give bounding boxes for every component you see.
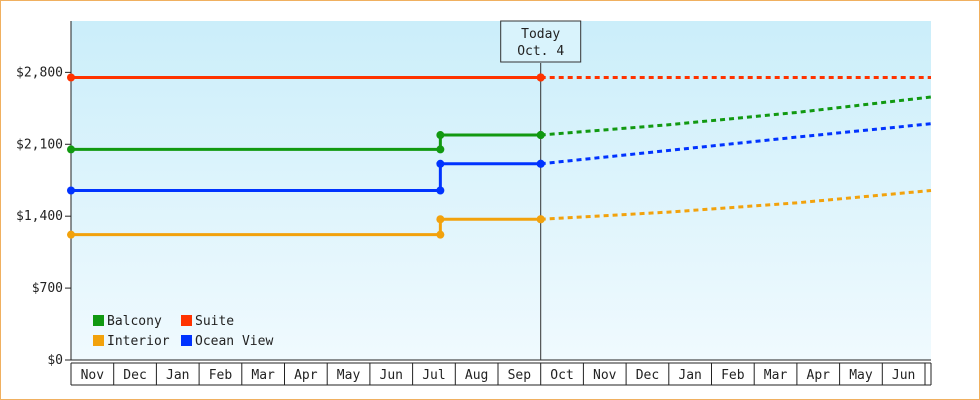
data-point [436,215,445,224]
forecast-line [540,95,932,137]
y-axis: $0 $700 $1,400 $2,100 $2,800 [16,21,72,368]
legend-swatch [181,315,192,326]
y-tick-label: $1,400 [16,209,63,224]
x-tick-label: Feb [721,368,745,383]
x-tick-label: May [337,368,361,383]
x-tick-label: Jan [678,368,701,383]
x-tick-label: Nov [81,368,105,383]
x-tick-label: Feb [209,368,233,383]
x-tick-label: Oct [550,368,573,383]
today-date: Oct. 4 [517,44,564,59]
x-tick-label: Apr [294,368,318,383]
x-tick-label: Aug [465,368,488,383]
x-tick-label: Apr [807,368,831,383]
data-point [67,230,75,239]
x-tick-label: May [849,368,873,383]
legend-label: Interior [107,334,170,349]
forecast-line [540,189,932,221]
x-tick-label: Dec [636,368,659,383]
today-box [500,20,582,63]
data-point [436,230,445,239]
data-point [436,145,445,154]
today-point [536,159,545,168]
today-point [536,131,545,140]
x-tick-label: Jul [422,368,445,383]
y-tick-label: $0 [47,353,63,368]
legend-label: Balcony [107,314,162,329]
today-label: Today [521,27,560,42]
legend-item: Ocean View [181,334,273,349]
x-tick-label: Dec [123,368,146,383]
y-tick-label: $2,100 [16,137,63,152]
forecast-line [540,122,932,166]
series-layer [67,73,932,239]
data-point [436,159,445,168]
legend-swatch [93,315,104,326]
data-point [436,131,445,140]
legend: Balcony Suite Interior Ocean View [93,314,273,349]
data-point [67,145,75,154]
x-tick-label: Jun [892,368,915,383]
x-tick-label: Nov [593,368,617,383]
today-point [536,215,545,224]
x-tick-label: Sep [508,368,532,383]
legend-item: Interior [93,334,170,349]
legend-swatch [181,335,192,346]
today-marker: Today Oct. 4 [500,20,582,360]
history-line [71,133,541,151]
x-tick-label: Jan [166,368,189,383]
legend-item: Suite [181,314,234,329]
data-point [67,73,75,82]
legend-swatch [93,335,104,346]
y-tick-label: $700 [32,281,63,296]
legend-item: Balcony [93,314,162,329]
history-line [71,217,541,237]
history-line [71,162,541,192]
y-tick-label: $2,800 [16,65,63,80]
today-point [536,73,545,82]
data-point [436,186,445,195]
x-tick-label: Mar [764,368,788,383]
legend-label: Ocean View [195,334,273,349]
x-tick-label: Jun [380,368,403,383]
x-axis: Nov Dec Jan Feb Mar Apr May Jun Jul Aug Sep Oct Nov D… [70,359,932,386]
x-tick-label: Mar [251,368,275,383]
data-point [67,186,75,195]
legend-label: Suite [195,314,234,329]
